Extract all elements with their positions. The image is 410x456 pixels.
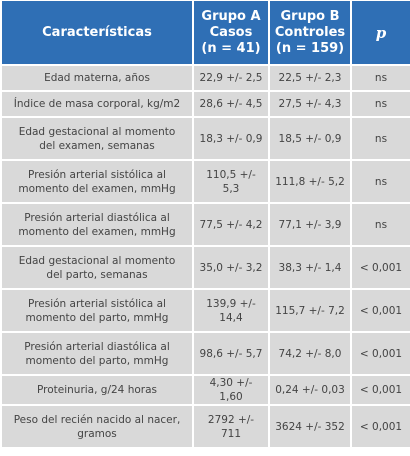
table-cell: < 0,001 bbox=[352, 247, 410, 288]
table-cell: 38,3 +/- 1,4 bbox=[270, 247, 350, 288]
header-line: p bbox=[375, 23, 387, 42]
header-row: Características Grupo A Casos (n = 41) Grupo… bbox=[2, 1, 410, 64]
table-cell: 35,0 +/- 3,2 bbox=[194, 247, 268, 288]
table-row: Presión arterial diastólica al momento d… bbox=[2, 204, 410, 245]
table-cell: ns bbox=[352, 92, 410, 116]
table-cell: Presión arterial diastólica al momento d… bbox=[2, 204, 192, 245]
table-cell: 27,5 +/- 4,3 bbox=[270, 92, 350, 116]
table-cell: Peso del recién nacido al nacer, gramos bbox=[2, 406, 192, 447]
table-cell: 18,3 +/- 0,9 bbox=[194, 118, 268, 159]
table-cell: ns bbox=[352, 66, 410, 90]
table-cell: ns bbox=[352, 161, 410, 202]
table-row: Edad gestacional al momento del parto, s… bbox=[2, 247, 410, 288]
table-cell: 98,6 +/- 5,7 bbox=[194, 333, 268, 374]
table-cell: ns bbox=[352, 118, 410, 159]
table-row: Presión arterial sistólica al momento de… bbox=[2, 161, 410, 202]
table-cell: 18,5 +/- 0,9 bbox=[270, 118, 350, 159]
header-line: Controles bbox=[274, 24, 346, 40]
table-cell: 28,6 +/- 4,5 bbox=[194, 92, 268, 116]
table-cell: 139,9 +/- 14,4 bbox=[194, 290, 268, 331]
header-cell: Grupo B Controles (n = 159) bbox=[270, 1, 350, 64]
table-cell: 77,5 +/- 4,2 bbox=[194, 204, 268, 245]
header-line: (n = 159) bbox=[275, 40, 345, 56]
table-cell: Edad gestacional al momento del parto, s… bbox=[2, 247, 192, 288]
table-row: Presión arterial diastólica al momento d… bbox=[2, 333, 410, 374]
header-cell: p bbox=[352, 1, 410, 64]
table-cell: 74,2 +/- 8,0 bbox=[270, 333, 350, 374]
table-cell: Índice de masa corporal, kg/m2 bbox=[2, 92, 192, 116]
table-cell: Presión arterial sistólica al momento de… bbox=[2, 161, 192, 202]
table-cell: 22,5 +/- 2,3 bbox=[270, 66, 350, 90]
table-row: Índice de masa corporal, kg/m2 28,6 +/- 4… bbox=[2, 92, 410, 116]
table-cell: < 0,001 bbox=[352, 333, 410, 374]
table-row: Edad materna, años 22,9 +/- 2,5 22,5 +/- 2… bbox=[2, 66, 410, 90]
table-row: Edad gestacional al momento del examen, … bbox=[2, 118, 410, 159]
table-cell: 4,30 +/- 1,60 bbox=[194, 376, 268, 404]
table-cell: Presión arterial diastólica al momento d… bbox=[2, 333, 192, 374]
table-cell: 77,1 +/- 3,9 bbox=[270, 204, 350, 245]
header-cell: Características bbox=[2, 1, 192, 64]
table-cell: Presión arterial sistólica al momento de… bbox=[2, 290, 192, 331]
header-line: Casos bbox=[209, 24, 253, 40]
table-cell: Proteinuria, g/24 horas bbox=[2, 376, 192, 404]
table-cell: 115,7 +/- 7,2 bbox=[270, 290, 350, 331]
table-row: Peso del recién nacido al nacer, gramos 2… bbox=[2, 406, 410, 447]
header-line: (n = 41) bbox=[201, 40, 261, 56]
table-cell: 22,9 +/- 2,5 bbox=[194, 66, 268, 90]
table-cell: 0,24 +/- 0,03 bbox=[270, 376, 350, 404]
table-cell: 2792 +/- 711 bbox=[194, 406, 268, 447]
header-line: Características bbox=[42, 24, 152, 40]
table-row: Proteinuria, g/24 horas 4,30 +/- 1,60 0,24… bbox=[2, 376, 410, 404]
table-cell: Edad gestacional al momento del examen, … bbox=[2, 118, 192, 159]
table-row: Presión arterial sistólica al momento de… bbox=[2, 290, 410, 331]
table-cell: < 0,001 bbox=[352, 376, 410, 404]
table-cell: Edad materna, años bbox=[2, 66, 192, 90]
header-line: Grupo A bbox=[201, 8, 261, 24]
table-cell: < 0,001 bbox=[352, 406, 410, 447]
table-cell: < 0,001 bbox=[352, 290, 410, 331]
table-cell: 111,8 +/- 5,2 bbox=[270, 161, 350, 202]
header-cell: Grupo A Casos (n = 41) bbox=[194, 1, 268, 64]
table-cell: 110,5 +/- 5,3 bbox=[194, 161, 268, 202]
table-cell: ns bbox=[352, 204, 410, 245]
table-cell: 3624 +/- 352 bbox=[270, 406, 350, 447]
header-line: Grupo B bbox=[280, 8, 340, 24]
